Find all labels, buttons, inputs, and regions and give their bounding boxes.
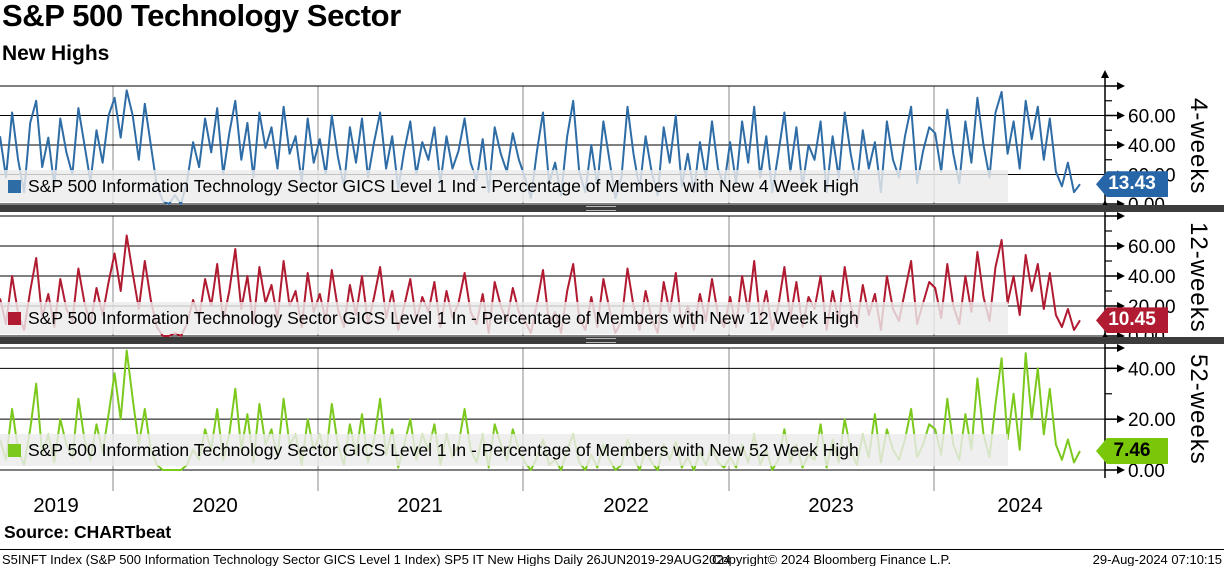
footer-copyright: Copyright© 2024 Bloomberg Finance L.P. xyxy=(712,552,952,566)
last-value-tag-52-weeks: 7.46 xyxy=(1096,438,1168,465)
x-tick-2024: 2024 xyxy=(997,494,1043,517)
legend-marker-52-weeks xyxy=(8,443,21,457)
panel-axis-label-52-weeks: 52-weeks xyxy=(1185,354,1212,465)
splitter-grip-icon[interactable] xyxy=(586,338,616,343)
legend-12-weeks[interactable]: S&P 500 Information Technology Sector GI… xyxy=(0,302,1008,334)
svg-text:60.00: 60.00 xyxy=(1128,107,1176,128)
svg-text:40.00: 40.00 xyxy=(1128,267,1176,288)
svg-text:40.00: 40.00 xyxy=(1128,359,1176,380)
footer-divider xyxy=(0,549,1224,550)
page-subtitle: New Highs xyxy=(2,42,110,65)
panel-axis-label-4-weeks: 4-weeks xyxy=(1185,98,1212,195)
splitter-grip-icon[interactable] xyxy=(586,206,616,211)
x-tick-2021: 2021 xyxy=(397,494,443,517)
svg-text:20.00: 20.00 xyxy=(1128,410,1176,431)
svg-text:0.00: 0.00 xyxy=(1128,461,1165,482)
x-tick-2020: 2020 xyxy=(192,494,238,517)
x-tick-2022: 2022 xyxy=(603,494,649,517)
svg-text:60.00: 60.00 xyxy=(1128,237,1176,258)
source-label: Source: CHARTbeat xyxy=(4,522,172,542)
legend-label: S&P 500 Information Technology Sector GI… xyxy=(28,439,859,460)
panel-axis-label-12-weeks: 12-weeks xyxy=(1185,222,1212,333)
legend-marker-12-weeks xyxy=(8,311,21,325)
legend-marker-4-weeks xyxy=(8,179,21,193)
panel-splitter-1[interactable] xyxy=(0,205,1224,212)
legend-label: S&P 500 Information Technology Sector GI… xyxy=(28,307,859,328)
legend-52-weeks[interactable]: S&P 500 Information Technology Sector GI… xyxy=(0,434,1008,466)
legend-label: S&P 500 Information Technology Sector GI… xyxy=(28,175,859,196)
legend-4-weeks[interactable]: S&P 500 Information Technology Sector GI… xyxy=(0,170,1008,202)
footer-index-info: S5INFT Index (S&P 500 Information Techno… xyxy=(2,552,731,566)
x-tick-2019: 2019 xyxy=(33,494,79,517)
panel-splitter-2[interactable] xyxy=(0,337,1224,344)
last-value-tag-12-weeks: 10.45 xyxy=(1096,307,1168,334)
x-tick-2023: 2023 xyxy=(808,494,854,517)
page-title: S&P 500 Technology Sector xyxy=(2,0,401,33)
last-value-tag-4-weeks: 13.43 xyxy=(1096,171,1168,198)
svg-text:40.00: 40.00 xyxy=(1128,136,1176,157)
footer-timestamp: 29-Aug-2024 07:10:15 xyxy=(1092,552,1222,566)
